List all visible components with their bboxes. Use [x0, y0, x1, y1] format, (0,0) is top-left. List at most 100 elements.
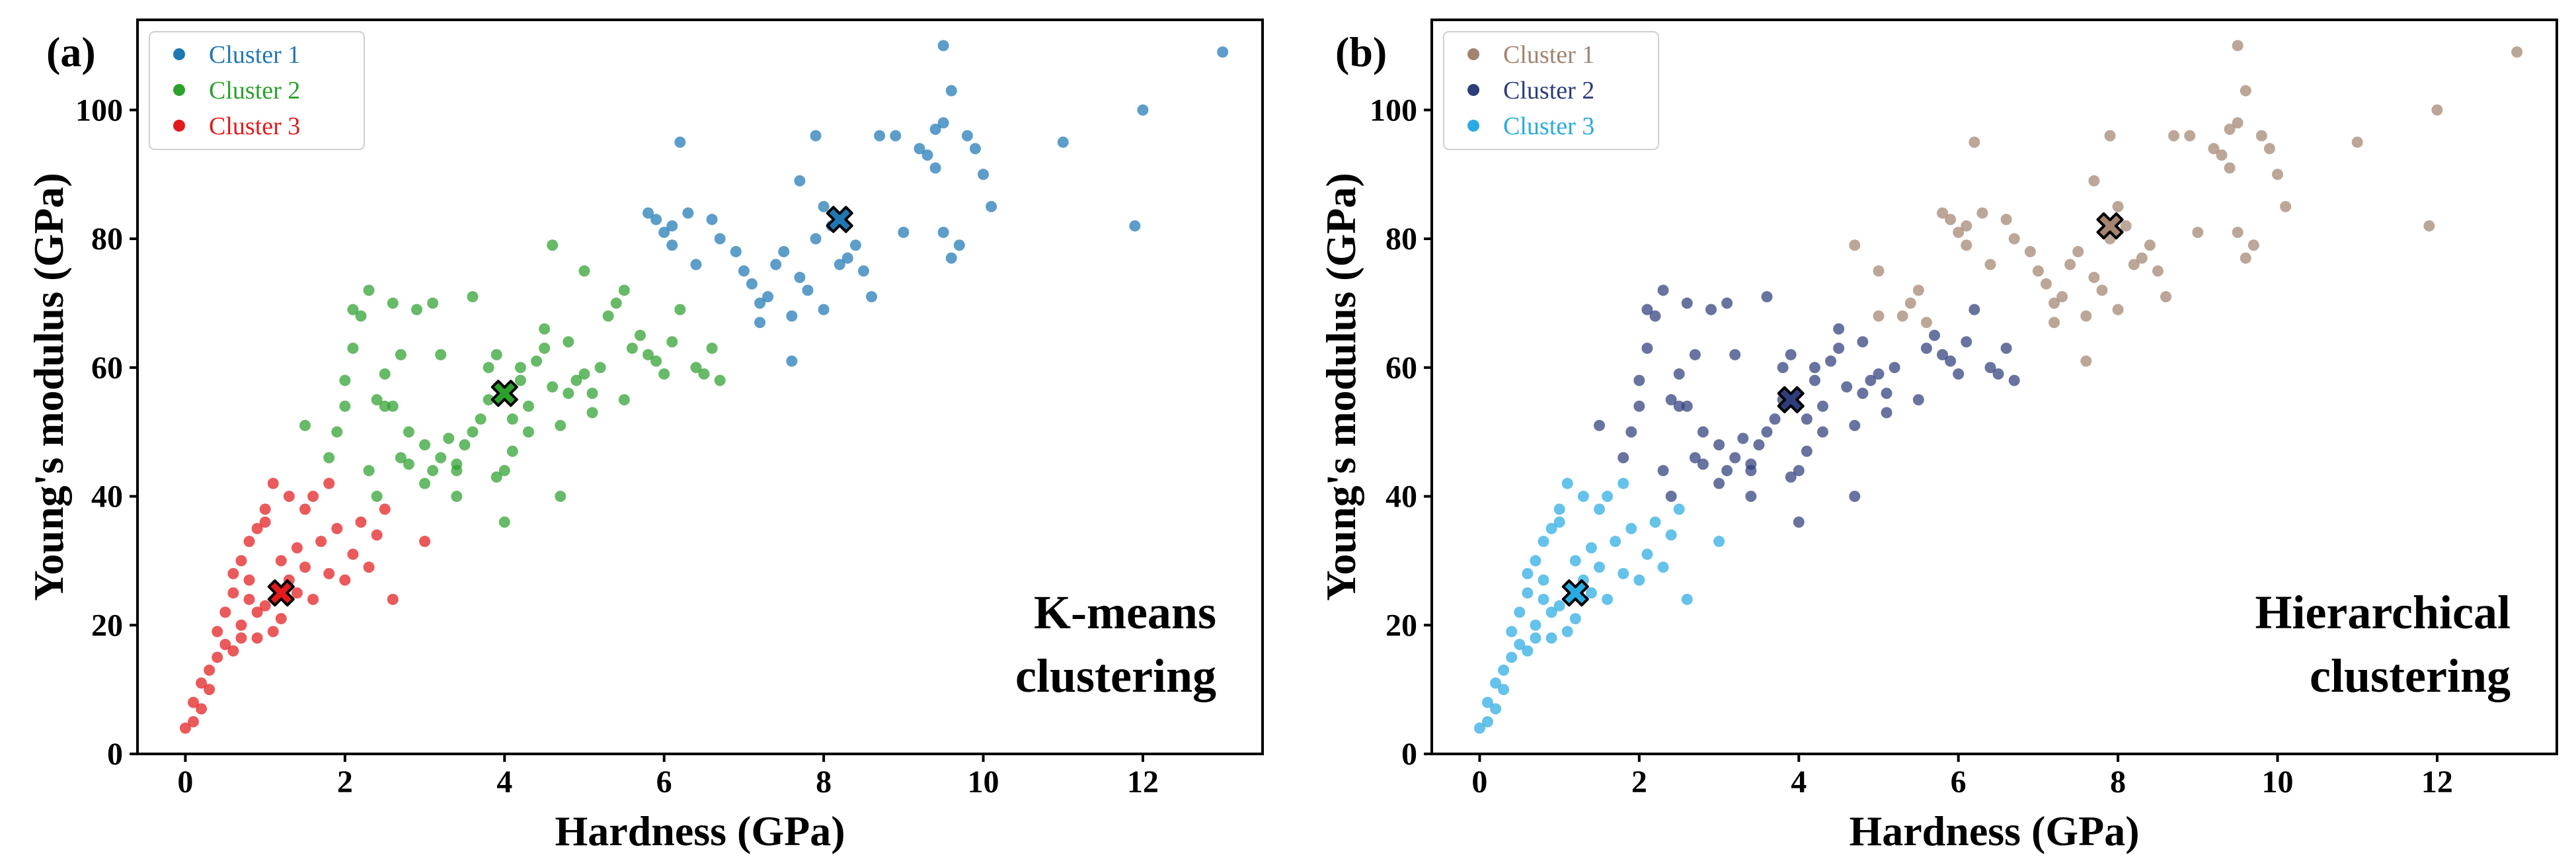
data-point-1-3: [1896, 310, 1908, 322]
data-point-3-21: [251, 606, 263, 618]
data-point-3-16: [243, 574, 255, 586]
data-point-1-10: [1961, 220, 1972, 232]
data-point-1-1: [1873, 265, 1885, 277]
data-point-2-60: [1928, 329, 1940, 341]
data-point-2-66: [1984, 362, 1996, 374]
data-point-3-6: [1498, 664, 1510, 676]
x-tick-label: 6: [1951, 764, 1967, 800]
data-point-2-52: [1857, 336, 1869, 348]
data-point-3-25: [267, 626, 279, 638]
data-point-3-28: [1569, 555, 1581, 567]
data-point-2-29: [1753, 439, 1765, 451]
data-point-3-13: [1522, 567, 1534, 579]
data-point-3-43: [1649, 516, 1661, 528]
data-point-3-35: [307, 593, 319, 605]
y-tick-label: 40: [91, 479, 123, 515]
data-point-2-41: [1809, 374, 1820, 386]
data-point-2-34: [483, 362, 494, 374]
data-point-2-62: [618, 393, 630, 405]
x-tick-label: 4: [496, 764, 512, 800]
data-point-2-68: [2000, 343, 2012, 354]
x-tick-label: 12: [1127, 764, 1159, 800]
data-point-1-32: [786, 355, 798, 367]
data-point-3-41: [1633, 574, 1645, 586]
data-point-2-7: [1649, 310, 1661, 322]
data-point-1-7: [1937, 207, 1949, 219]
legend-marker-cluster-3: [1467, 120, 1479, 132]
legend-label-cluster-2: Cluster 2: [209, 77, 300, 104]
data-point-1-53: [2263, 143, 2275, 155]
data-point-2-36: [490, 471, 502, 483]
data-point-1-34: [2160, 291, 2172, 303]
legend-marker-cluster-3: [173, 120, 185, 132]
data-point-1-30: [2128, 259, 2140, 270]
data-point-3-49: [1530, 632, 1542, 644]
data-point-1-56: [2255, 130, 2267, 142]
data-point-3-9: [1514, 638, 1526, 650]
data-point-2-67: [1992, 368, 2004, 380]
data-point-2-18: [403, 426, 414, 438]
data-point-3-30: [1577, 491, 1589, 503]
method-label-line-2: clustering: [2310, 649, 2511, 702]
data-point-2-46: [1833, 343, 1845, 354]
data-point-1-53: [1217, 46, 1229, 58]
data-point-2-59: [1920, 343, 1932, 354]
data-point-2-19: [1705, 304, 1717, 315]
data-point-1-47: [2240, 85, 2251, 97]
data-point-2-49: [547, 239, 559, 251]
data-point-2-43: [522, 400, 534, 412]
data-point-1-3: [658, 226, 670, 238]
data-point-3-45: [1665, 529, 1677, 541]
data-point-2-0: [1593, 419, 1605, 431]
data-point-2-32: [1769, 413, 1781, 425]
data-point-2-36: [1785, 471, 1797, 483]
data-point-1-8: [1945, 214, 1957, 226]
data-point-2-63: [1953, 368, 1965, 380]
data-point-1-43: [937, 226, 949, 238]
legend-label-cluster-1: Cluster 1: [209, 41, 300, 69]
x-tick-label: 0: [1471, 764, 1487, 800]
data-point-2-51: [1857, 388, 1869, 399]
data-point-2-30: [467, 291, 479, 303]
legend-marker-cluster-2: [1467, 84, 1479, 96]
data-point-3-22: [259, 503, 271, 515]
data-point-3-8: [1506, 626, 1518, 638]
data-point-1-50: [1057, 136, 1069, 148]
data-point-2-54: [570, 374, 582, 386]
data-point-3-20: [1545, 522, 1557, 534]
data-point-1-31: [794, 175, 806, 186]
data-point-3-27: [275, 613, 287, 625]
data-point-2-11: [379, 400, 391, 412]
data-point-1-27: [866, 291, 878, 303]
data-point-1-20: [810, 233, 822, 245]
data-point-3-43: [355, 516, 367, 528]
data-point-3-42: [347, 548, 359, 560]
data-point-2-21: [1713, 439, 1725, 451]
data-point-2-9: [363, 465, 375, 477]
legend-marker-cluster-1: [1467, 48, 1479, 60]
data-point-1-0: [674, 136, 686, 148]
data-point-2-68: [658, 368, 670, 380]
data-point-3-39: [323, 567, 335, 579]
y-tick-label: 0: [107, 737, 123, 772]
data-point-3-6: [204, 664, 215, 676]
data-point-2-25: [435, 452, 447, 464]
x-axis-label: Hardness (GPa): [1849, 807, 2139, 854]
data-point-2-51: [555, 491, 566, 503]
legend-label-cluster-1: Cluster 1: [1503, 41, 1594, 69]
data-point-2-11: [1673, 400, 1685, 412]
data-point-1-4: [1904, 297, 1916, 309]
data-point-3-31: [291, 587, 303, 599]
data-point-3-39: [1618, 567, 1629, 579]
data-point-1-36: [914, 143, 925, 155]
data-point-1-12: [1976, 207, 1988, 219]
data-point-1-60: [2511, 46, 2523, 58]
data-point-1-9: [714, 233, 726, 245]
data-point-2-16: [1689, 349, 1701, 360]
x-tick-label: 6: [656, 764, 672, 800]
data-point-3-24: [259, 516, 271, 528]
data-point-2-6: [347, 304, 359, 315]
data-point-3-34: [299, 503, 311, 515]
data-point-2-55: [1881, 388, 1893, 399]
data-point-2-56: [1881, 407, 1893, 419]
